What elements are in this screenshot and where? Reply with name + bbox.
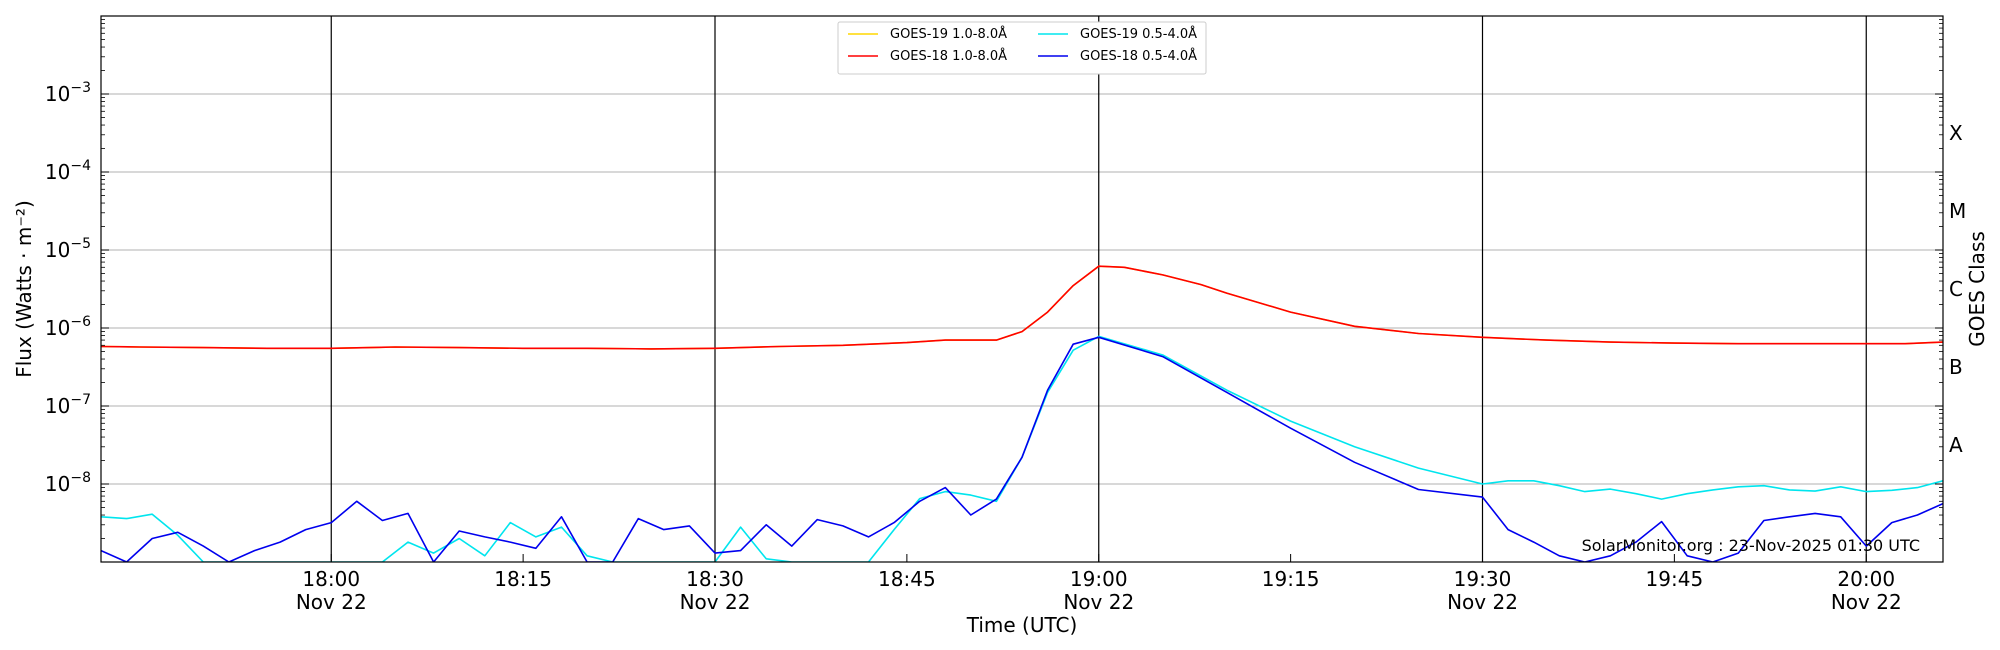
series-line-1	[101, 265, 1943, 350]
x-tick-label: 19:45	[1646, 567, 1704, 591]
right-axis-title: GOES Class	[1965, 231, 1989, 347]
legend-label: GOES-19 1.0-8.0Å	[890, 26, 1007, 42]
goes-class-label: B	[1949, 355, 1963, 379]
x-tick-label: 18:45	[878, 567, 936, 591]
x-tick-label: 18:15	[494, 567, 552, 591]
series-layer	[101, 265, 1943, 562]
legend-label: GOES-19 0.5-4.0Å	[1080, 26, 1197, 42]
x-tick-label: 18:30	[686, 567, 744, 591]
x-axis-title: Time (UTC)	[966, 613, 1078, 637]
legend-label: GOES-18 1.0-8.0Å	[890, 48, 1007, 64]
grid-lines	[101, 93, 1943, 485]
x-tick-date-label: Nov 22	[1831, 590, 1902, 614]
x-tick-label: 19:15	[1262, 567, 1320, 591]
legend: GOES-19 1.0-8.0Å GOES-18 1.0-8.0Å GOES-19 …	[837, 21, 1207, 75]
x-tick-date-label: Nov 22	[1447, 590, 1518, 614]
goes-class-label: C	[1949, 277, 1963, 301]
goes-class-label: X	[1949, 121, 1963, 145]
legend-box	[837, 21, 1207, 75]
x-tick-date-label: Nov 22	[680, 590, 751, 614]
x-tick-label: 19:30	[1454, 567, 1512, 591]
x-tick-date-label: Nov 22	[296, 590, 367, 614]
y-axis-title: Flux (Watts · m⁻²)	[12, 200, 36, 378]
series-line-3	[101, 336, 1943, 562]
x-tick-label: 20:00	[1837, 567, 1895, 591]
goes-class-label: A	[1949, 433, 1963, 457]
goes-class-labels: A B C M X	[1949, 121, 1966, 457]
plot-frame	[100, 15, 1944, 563]
time-marker-lines	[330, 16, 1867, 562]
goes-class-label: M	[1949, 199, 1966, 223]
x-tick-label: 19:00	[1070, 567, 1128, 591]
legend-label: GOES-18 0.5-4.0Å	[1080, 48, 1197, 64]
y-tick-label: 10−8	[45, 470, 91, 496]
watermark: SolarMonitor.org : 23-Nov-2025 01:30 UTC	[1582, 536, 1920, 555]
x-tick-date-label: Nov 22	[1063, 590, 1134, 614]
series-line-2	[101, 335, 1943, 562]
x-tick-label: 18:00	[302, 567, 360, 591]
